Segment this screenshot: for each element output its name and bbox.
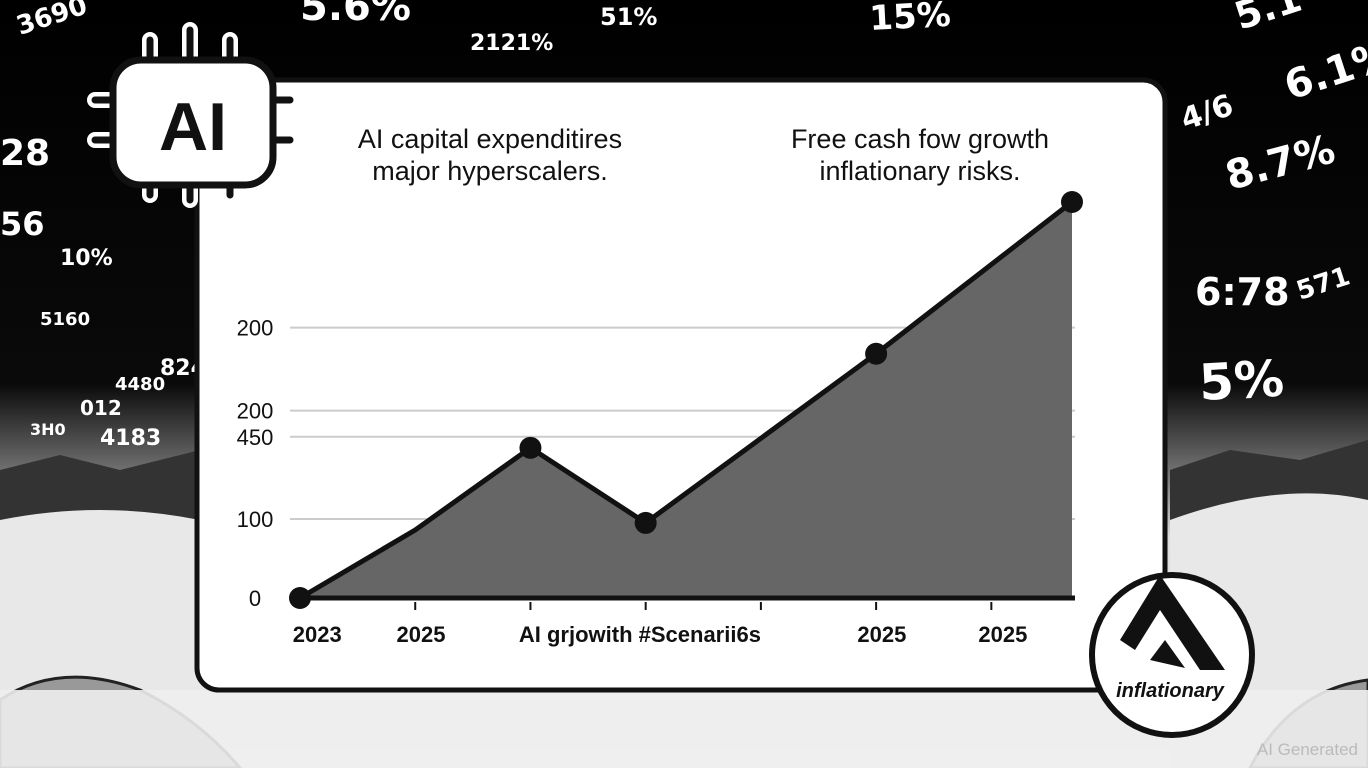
x-tick-label: AI grjowith #Scenarii6s — [519, 622, 761, 647]
background-number: 15% — [868, 0, 951, 39]
y-tick-label: 450 — [237, 425, 274, 450]
background-number: 4183 — [100, 426, 161, 451]
background-number: 28 — [0, 133, 50, 174]
data-point — [289, 587, 311, 609]
x-tick-label: 2025 — [397, 622, 446, 647]
background-number: 2121% — [470, 31, 553, 56]
background-number: 4480 — [115, 374, 165, 395]
x-tick-label: 2025 — [857, 622, 906, 647]
title-left-line1: AI capital expenditires — [358, 124, 622, 154]
seal-label: inflationary — [1116, 680, 1225, 702]
title-right-line2: inflationary risks. — [819, 156, 1020, 186]
y-tick-label: 0 — [249, 586, 261, 611]
background-number: 5160 — [40, 309, 90, 330]
series-line — [298, 200, 1074, 601]
chart-titles: AI capital expenditires major hyperscaler… — [358, 124, 1049, 186]
data-point — [1061, 191, 1083, 213]
background-number: 5.6% — [300, 0, 411, 30]
data-point — [519, 436, 542, 459]
y-tick-label: 100 — [237, 507, 274, 532]
background-number: 6:78 — [1195, 270, 1290, 314]
area-fill — [300, 202, 1072, 598]
inflationary-seal-icon: inflationary — [1089, 572, 1255, 738]
background-number: 3H0 — [30, 420, 66, 439]
y-tick-label: 200 — [237, 316, 274, 341]
title-left-line2: major hyperscalers. — [372, 156, 608, 186]
background-number: 51% — [600, 3, 657, 31]
background-number: 5% — [1198, 350, 1286, 412]
x-tick-label: 2023 — [293, 622, 342, 647]
background-number: 56 — [0, 205, 45, 243]
background-number: 10% — [60, 246, 113, 271]
background-number: 012 — [80, 396, 122, 420]
watermark: AI Generated — [1256, 740, 1358, 759]
data-point — [634, 511, 657, 534]
ai-chip-icon: AI — [87, 22, 298, 208]
data-point — [865, 342, 888, 365]
x-tick-label: 2025 — [978, 622, 1027, 647]
title-right-line1: Free cash fow growth — [791, 124, 1049, 154]
y-tick-label: 200 — [237, 399, 274, 424]
chip-label: AI — [159, 89, 227, 165]
